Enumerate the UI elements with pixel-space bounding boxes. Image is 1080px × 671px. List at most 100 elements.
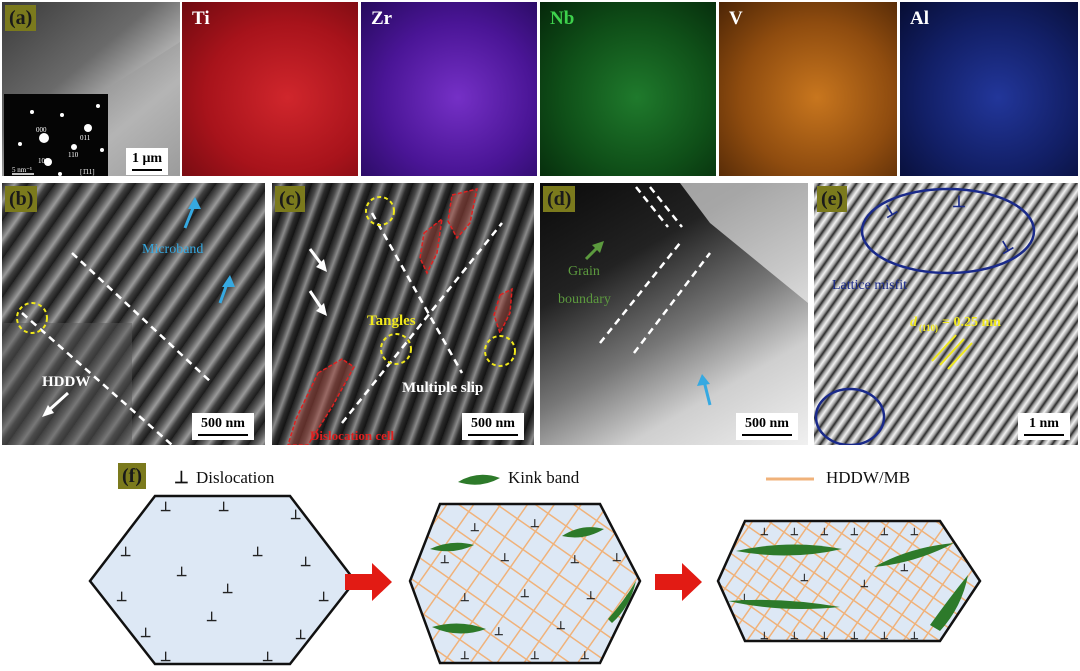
slip-trace-line <box>341 222 503 424</box>
white-arrow <box>308 290 324 310</box>
microband-label: Microband <box>142 242 203 257</box>
panel-a: 000 011 110 101 5 nm⁻¹ [1̄11] (a) 1 μm <box>2 2 180 176</box>
svg-text:⊥: ⊥ <box>470 522 480 534</box>
panel-c-scale-text: 500 nm <box>471 416 515 431</box>
svg-text:⊥: ⊥ <box>850 527 859 538</box>
legend-hddw: HDDW/MB <box>826 468 910 487</box>
svg-text:⊥: ⊥ <box>820 527 829 538</box>
svg-text:⊥: ⊥ <box>860 579 869 590</box>
dislocation-cell-region <box>419 217 444 275</box>
panel-e-scalebar: 1 nm <box>1018 413 1070 440</box>
svg-text:⊥: ⊥ <box>460 592 470 604</box>
panel-f-label: (f) <box>118 463 146 489</box>
saed-scale-label: 5 nm⁻¹ <box>12 166 32 174</box>
kink-band <box>874 543 954 567</box>
svg-text:⊥: ⊥ <box>850 631 859 642</box>
panel-a-image: 000 011 110 101 5 nm⁻¹ [1̄11] <box>4 42 180 176</box>
legend-kink-band-icon <box>458 474 500 485</box>
spot-101: 101 <box>38 157 49 165</box>
dislocations-stage-3: ⊥ ⊥ ⊥ ⊥ ⊥ ⊥ ⊥ ⊥ ⊥ ⊥ ⊥ ⊥ ⊥ ⊥ ⊥ ⊥ <box>740 527 919 642</box>
misfit-ellipse <box>860 187 1036 275</box>
dislocation-cell-label: Dislocation cell <box>310 428 395 443</box>
svg-text:⊥: ⊥ <box>500 552 510 564</box>
svg-text:⊥: ⊥ <box>586 590 596 602</box>
svg-text:⊥: ⊥ <box>800 573 809 584</box>
slip-trace-line <box>649 186 683 228</box>
panel-d-scale-text: 500 nm <box>745 416 789 431</box>
saed-zone-axis: [1̄11] <box>80 168 95 176</box>
svg-text:⊥: ⊥ <box>760 631 769 642</box>
eds-map-v-label: V <box>729 8 743 29</box>
svg-text:⊥: ⊥ <box>570 554 580 566</box>
grain-boundary-label-1: Grain <box>568 264 600 279</box>
svg-text:⊥: ⊥ <box>494 626 504 638</box>
svg-text:⊥: ⊥ <box>160 499 171 514</box>
highlight-circle <box>16 302 48 334</box>
legend-dislocation-symbol: ⊥ <box>174 468 189 487</box>
hddw-label: HDDW <box>42 374 90 390</box>
legend-dislocation: Dislocation <box>196 468 275 487</box>
svg-text:⊥: ⊥ <box>440 554 450 566</box>
svg-text:⊥: ⊥ <box>222 581 233 596</box>
svg-text:⊥: ⊥ <box>218 499 229 514</box>
d-spacing-symbol: d <box>910 315 918 330</box>
panel-c: Tangles Multiple slip Dislocation cell (… <box>272 183 534 445</box>
panel-d-scalebar: 500 nm <box>736 413 798 440</box>
panel-f-schematic: ⊥ Dislocation Kink band HDDW/MB ⊥ ⊥⊥ ⊥⊥⊥ … <box>88 468 982 666</box>
panel-a-label: (a) <box>5 5 37 31</box>
grain-stage-1 <box>88 494 357 666</box>
panel-b: Microband HDDW (b) 500 nm <box>2 183 265 445</box>
white-arrow <box>46 391 70 413</box>
panel-d-overlay: Grain boundary <box>558 183 808 406</box>
panel-a-scalebar: 1 μm <box>126 148 169 175</box>
saed-inset <box>4 94 108 176</box>
svg-text:⊥: ⊥ <box>900 563 909 574</box>
panel-b-scale-text: 500 nm <box>201 416 245 431</box>
lattice-misfit-label: Lattice misfit <box>832 278 907 293</box>
dislocations-stage-2: ⊥ ⊥ ⊥ ⊥ ⊥ ⊥ ⊥ ⊥ ⊥ ⊥ ⊥ ⊥ ⊥ ⊥ <box>440 518 622 662</box>
svg-text:⊥: ⊥ <box>530 650 540 662</box>
svg-text:⊥: ⊥ <box>295 627 306 642</box>
svg-text:⊥: ⊥ <box>262 649 273 664</box>
kink-band <box>430 542 474 552</box>
svg-text:⊥: ⊥ <box>116 589 127 604</box>
panel-b-label: (b) <box>5 186 38 212</box>
panel-e-overlay: ⊥ ⊥ ⊥ Lattice misfit d (110) = 0.25 nm <box>814 187 1036 445</box>
kink-band <box>728 599 840 609</box>
white-arrow <box>308 248 324 266</box>
svg-text:⊥: ⊥ <box>880 631 889 642</box>
highlight-circle <box>380 333 412 365</box>
grain-boundary-label-2: boundary <box>558 292 611 307</box>
svg-text:⊥: ⊥ <box>520 588 530 600</box>
red-arrow-right <box>345 563 392 601</box>
svg-text:⊥: ⊥ <box>460 650 470 662</box>
slip-trace-line <box>633 252 711 354</box>
lattice-marker <box>931 334 957 362</box>
svg-text:⊥: ⊥ <box>790 527 799 538</box>
eds-map-ti-label: Ti <box>192 8 210 29</box>
lattice-marker <box>947 342 973 370</box>
svg-text:⊥: ⊥ <box>612 552 622 564</box>
svg-text:⊥: ⊥ <box>740 593 749 604</box>
dislocation-cell-region <box>447 187 478 240</box>
svg-text:⊥: ⊥ <box>760 527 769 538</box>
kink-band <box>562 527 604 538</box>
svg-text:⊥: ⊥ <box>880 527 889 538</box>
dislocation-cell-region <box>287 358 355 445</box>
svg-text:⊥: ⊥ <box>530 518 540 530</box>
kink-band <box>432 623 486 634</box>
svg-text:⊥: ⊥ <box>790 631 799 642</box>
spot-011: 011 <box>80 134 91 142</box>
legend-kink-band: Kink band <box>508 468 580 487</box>
eds-map-ti: Ti <box>182 2 358 176</box>
svg-text:⊥: ⊥ <box>300 554 311 569</box>
eds-map-nb: Nb <box>540 2 716 176</box>
svg-text:⊥: ⊥ <box>206 609 217 624</box>
panel-a-scale-text: 1 μm <box>132 151 163 166</box>
blue-arrow <box>702 380 712 406</box>
svg-text:⊥: ⊥ <box>160 649 171 664</box>
red-arrow-right <box>655 563 702 601</box>
spot-000: 000 <box>36 126 47 134</box>
d-spacing-value: = 0.25 nm <box>942 315 1001 330</box>
highlight-circle <box>365 196 395 226</box>
